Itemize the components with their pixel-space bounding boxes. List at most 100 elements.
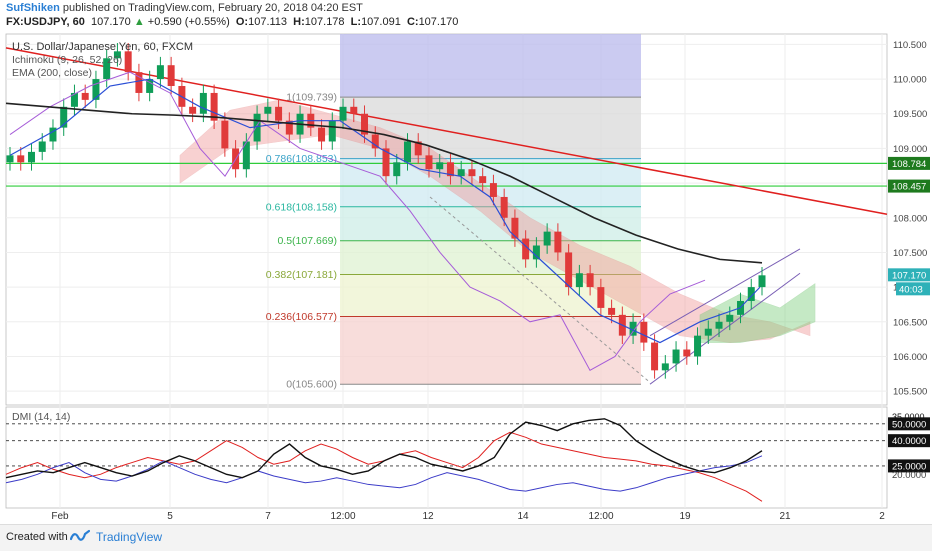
- candle-body: [747, 287, 755, 301]
- price-tick-label: 109.000: [893, 144, 927, 155]
- candle-body: [189, 106, 197, 114]
- price-tick-label: 107.500: [893, 248, 927, 259]
- candle-body: [436, 162, 444, 170]
- candle-body: [694, 335, 702, 357]
- dmi-adx-tick: 35.0000: [892, 412, 925, 422]
- close-value: 107.170: [418, 16, 459, 28]
- candle-body: [597, 287, 605, 308]
- quote-line: FX:USDJPY, 60 107.170 ▲ +0.590 (+0.55%) …: [6, 16, 458, 28]
- trendline: [5, 47, 888, 216]
- last-price-tag: [888, 268, 930, 282]
- dmi-tick-label: 20.0000: [892, 470, 926, 481]
- candle-body: [328, 120, 336, 142]
- open-label: O:: [235, 16, 249, 28]
- candle-body: [575, 273, 583, 288]
- time-tick-label: Feb: [51, 511, 69, 522]
- candle-body: [489, 183, 497, 197]
- ema-line: [5, 102, 763, 264]
- price-change: +0.590 (+0.55%): [147, 16, 230, 28]
- price-tick-label: 110.500: [893, 40, 927, 51]
- candle-body: [629, 321, 637, 336]
- key-level-tag: [888, 179, 930, 193]
- fib-level-label: 1(109.739): [286, 92, 337, 104]
- candle-body: [554, 231, 562, 253]
- dmi-tick-label: 50.0000: [892, 419, 926, 430]
- candle-body: [361, 113, 369, 135]
- candle-body: [371, 134, 379, 149]
- candle-body: [704, 328, 712, 336]
- candle-body: [199, 92, 207, 114]
- candle-body: [6, 155, 14, 163]
- candle-body: [479, 176, 487, 184]
- legend-title: U.S. Dollar/Japanese Yen, 60, FXCM: [12, 41, 193, 53]
- candle-body: [468, 169, 476, 177]
- high-label: H:: [293, 16, 305, 28]
- footer: Created with TradingView: [0, 524, 932, 551]
- candle-body: [210, 92, 218, 121]
- chart-area[interactable]: 110.500110.000109.500109.000108.500108.0…: [0, 32, 932, 524]
- candle-body: [651, 342, 659, 371]
- fib-level-label: 0.236(106.577): [266, 311, 337, 323]
- candle-body: [60, 106, 68, 128]
- key-level-label: 108.784: [892, 159, 926, 170]
- time-tick-label: 12:00: [588, 511, 613, 522]
- dmi-panel: [5, 406, 888, 509]
- time-tick-label: 5: [167, 511, 173, 522]
- candle-body: [522, 238, 530, 260]
- publish-info: SufShiken published on TradingView.com, …: [6, 2, 363, 14]
- tradingview-logo-icon[interactable]: [70, 529, 90, 543]
- last-price: 107.170: [91, 16, 131, 28]
- candle-body: [543, 231, 551, 246]
- candle-body: [49, 127, 57, 142]
- dmi-tick-tag: [888, 417, 930, 431]
- candle-body: [27, 151, 35, 163]
- candle-body: [500, 196, 508, 218]
- candle-body: [339, 106, 347, 121]
- open-value: 107.113: [248, 16, 288, 28]
- candle-body: [275, 106, 283, 121]
- candle-body: [414, 141, 422, 156]
- candle-body: [640, 321, 648, 343]
- price-tick-label: 106.500: [893, 317, 927, 328]
- low-value: 107.091: [361, 16, 401, 28]
- price-tick-label: 105.500: [893, 387, 927, 398]
- time-tick-label: 19: [679, 511, 691, 522]
- candle-body: [242, 141, 250, 170]
- symbol-label: FX:USDJPY, 60: [6, 16, 85, 28]
- countdown-label: 40:03: [899, 284, 923, 295]
- candle-body: [350, 106, 358, 114]
- candle-body: [221, 120, 229, 149]
- fib-level-label: 0.786(108.853): [266, 153, 337, 165]
- fib-band: [340, 316, 641, 385]
- fib-top-band: [340, 34, 641, 98]
- channel-upper: [649, 248, 801, 337]
- time-tick-label: 2: [879, 511, 885, 522]
- dmi-tick-label: 40.0000: [892, 436, 926, 447]
- candle-body: [70, 92, 78, 107]
- author-link[interactable]: SufShiken: [6, 2, 60, 14]
- key-level-label: 108.457: [892, 182, 926, 193]
- candle-body: [17, 155, 25, 163]
- candle-body: [726, 314, 734, 322]
- time-tick-label: 12: [422, 511, 434, 522]
- candle-body: [92, 79, 100, 100]
- candle-body: [38, 141, 46, 152]
- time-tick-label: 12:00: [330, 511, 355, 522]
- fib-level-label: 0(105.600): [286, 379, 337, 391]
- dmi-tick-tag: [888, 434, 930, 448]
- fib-level-label: 0.382(107.181): [266, 269, 337, 281]
- tradingview-brand[interactable]: TradingView: [96, 530, 163, 544]
- candle-body: [156, 65, 164, 80]
- countdown-tag: [896, 282, 930, 296]
- candle-body: [103, 58, 111, 80]
- legend-ichimoku: Ichimoku (9, 26, 52, 26): [12, 54, 122, 66]
- price-chart[interactable]: 110.500110.000109.500109.000108.500108.0…: [0, 32, 932, 524]
- candle-body: [167, 65, 175, 87]
- close-label: C:: [406, 16, 419, 28]
- candle-body: [124, 51, 132, 73]
- candle-body: [253, 113, 261, 142]
- channel-lower: [649, 272, 801, 385]
- candle-body: [146, 79, 154, 93]
- low-label: L:: [350, 16, 362, 28]
- candle-body: [608, 307, 616, 315]
